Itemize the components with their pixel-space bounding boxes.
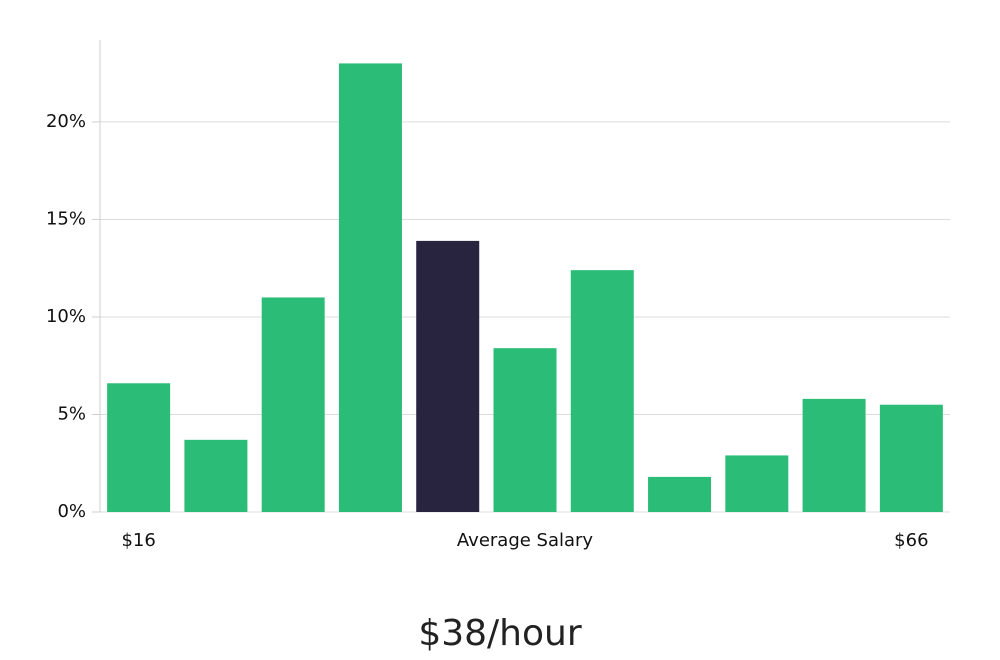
x-tick-label: Average Salary xyxy=(457,530,594,551)
y-tick-label: 20% xyxy=(46,111,86,132)
y-tick-label: 15% xyxy=(46,208,86,229)
y-tick-label: 0% xyxy=(57,501,86,522)
bar xyxy=(416,240,480,512)
average-salary-value: $38/hour xyxy=(418,613,582,654)
bar xyxy=(802,398,866,512)
bar xyxy=(493,348,557,512)
bar xyxy=(184,439,248,512)
x-tick-label: $66 xyxy=(894,530,928,551)
bar xyxy=(648,476,712,512)
bar xyxy=(107,383,171,512)
bar xyxy=(879,404,943,512)
x-tick-label: $16 xyxy=(121,530,155,551)
y-tick-label: 10% xyxy=(46,306,86,327)
y-tick-label: 5% xyxy=(57,403,86,424)
bar xyxy=(261,297,325,512)
bar xyxy=(338,63,402,512)
bar xyxy=(570,270,634,512)
bar xyxy=(725,455,789,512)
